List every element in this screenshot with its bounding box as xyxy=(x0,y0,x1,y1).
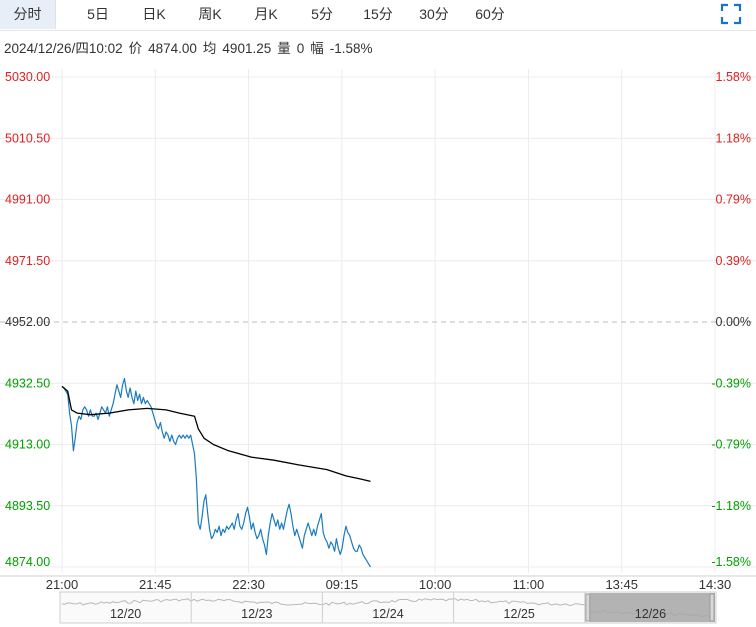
y-percent-label: 1.18% xyxy=(716,131,751,145)
y-price-label: 4874.00 xyxy=(5,555,50,569)
price-value: 4874.00 xyxy=(148,41,197,56)
y-price-label: 5010.50 xyxy=(5,131,50,145)
time-navigator: 12/20 12/23 12/24 12/25 12/26 xyxy=(59,591,717,624)
y-price-label: 4932.50 xyxy=(5,376,50,390)
navigator-date-label: 12/24 xyxy=(372,607,403,621)
tab-5-day[interactable]: 5日 xyxy=(87,6,109,22)
price-label: 价 xyxy=(128,41,143,56)
y-axis-labels: 5030.00 1.58% 5010.50 1.18% 4991.00 0.79% 4971… xyxy=(5,70,751,569)
y-price-label: 4952.00 xyxy=(5,315,50,329)
tab-15-min[interactable]: 15分 xyxy=(363,6,393,22)
y-percent-label: -0.39% xyxy=(711,376,751,390)
navigator-left-handle[interactable] xyxy=(585,593,591,622)
average-label: 均 xyxy=(202,41,217,56)
y-price-label: 4913.00 xyxy=(5,438,50,452)
y-price-label: 4893.50 xyxy=(5,499,50,513)
y-price-label: 4971.50 xyxy=(5,254,50,268)
navigator-date-label: 12/20 xyxy=(110,607,141,621)
x-axis-label: 10:00 xyxy=(419,577,452,592)
tab-30-min[interactable]: 30分 xyxy=(419,6,449,22)
x-axis-label: 14:30 xyxy=(699,577,732,592)
navigator-date-label: 12/26 xyxy=(635,607,666,621)
price-line xyxy=(61,377,372,568)
x-axis-label: 13:45 xyxy=(605,577,638,592)
y-percent-label: 0.79% xyxy=(716,193,751,207)
y-percent-label: 1.58% xyxy=(716,70,751,84)
y-percent-label: 0.00% xyxy=(716,315,751,329)
tab-monthly-k[interactable]: 月K xyxy=(254,6,278,22)
y-percent-label: -1.58% xyxy=(711,555,751,569)
x-axis-label: 09:15 xyxy=(326,577,359,592)
quote-datetime: 2024/12/26/四10:02 xyxy=(4,41,123,56)
tab-intraday[interactable]: 分时 xyxy=(0,0,56,29)
quote-info-bar: 2024/12/26/四10:02 价 4874.00 均 4901.25 量 0 幅 -1.5… xyxy=(4,37,379,57)
chart-lines xyxy=(61,377,372,568)
x-axis-label: 11:00 xyxy=(513,577,545,592)
period-tab-bar: 分时 5日 日K 周K 月K 5分 15分 30分 60分 xyxy=(0,0,756,31)
y-price-label: 4991.00 xyxy=(5,193,50,207)
change-label: 幅 xyxy=(310,41,324,56)
average-value: 4901.25 xyxy=(222,41,272,56)
tab-5-min[interactable]: 5分 xyxy=(311,6,333,22)
navigator-date-label: 12/25 xyxy=(504,607,535,621)
y-percent-label: -1.18% xyxy=(711,499,751,513)
navigator-right-handle[interactable] xyxy=(709,593,715,622)
y-price-label: 5030.00 xyxy=(5,70,50,84)
navigator-date-label: 12/23 xyxy=(241,607,272,621)
tab-weekly-k[interactable]: 周K xyxy=(198,6,222,22)
tab-60-min[interactable]: 60分 xyxy=(475,6,505,22)
change-value: -1.58% xyxy=(329,41,373,56)
x-axis-labels: 21:00 21:45 22:30 09:15 10:00 11:00 13:45 14:30 xyxy=(46,577,732,592)
volume-value: 0 xyxy=(296,41,305,56)
y-percent-label: -0.79% xyxy=(711,438,751,452)
volume-label: 量 xyxy=(277,41,291,56)
average-price-line xyxy=(61,385,371,483)
x-axis-label: 21:00 xyxy=(46,577,79,592)
y-percent-label: 0.39% xyxy=(716,254,751,268)
tab-daily-k[interactable]: 日K xyxy=(142,6,166,22)
fullscreen-icon[interactable] xyxy=(720,3,742,25)
navigator-selection xyxy=(589,593,715,622)
x-axis-label: 22:30 xyxy=(232,577,265,592)
x-axis-label: 21:45 xyxy=(139,577,172,592)
chart-grid xyxy=(0,69,756,577)
